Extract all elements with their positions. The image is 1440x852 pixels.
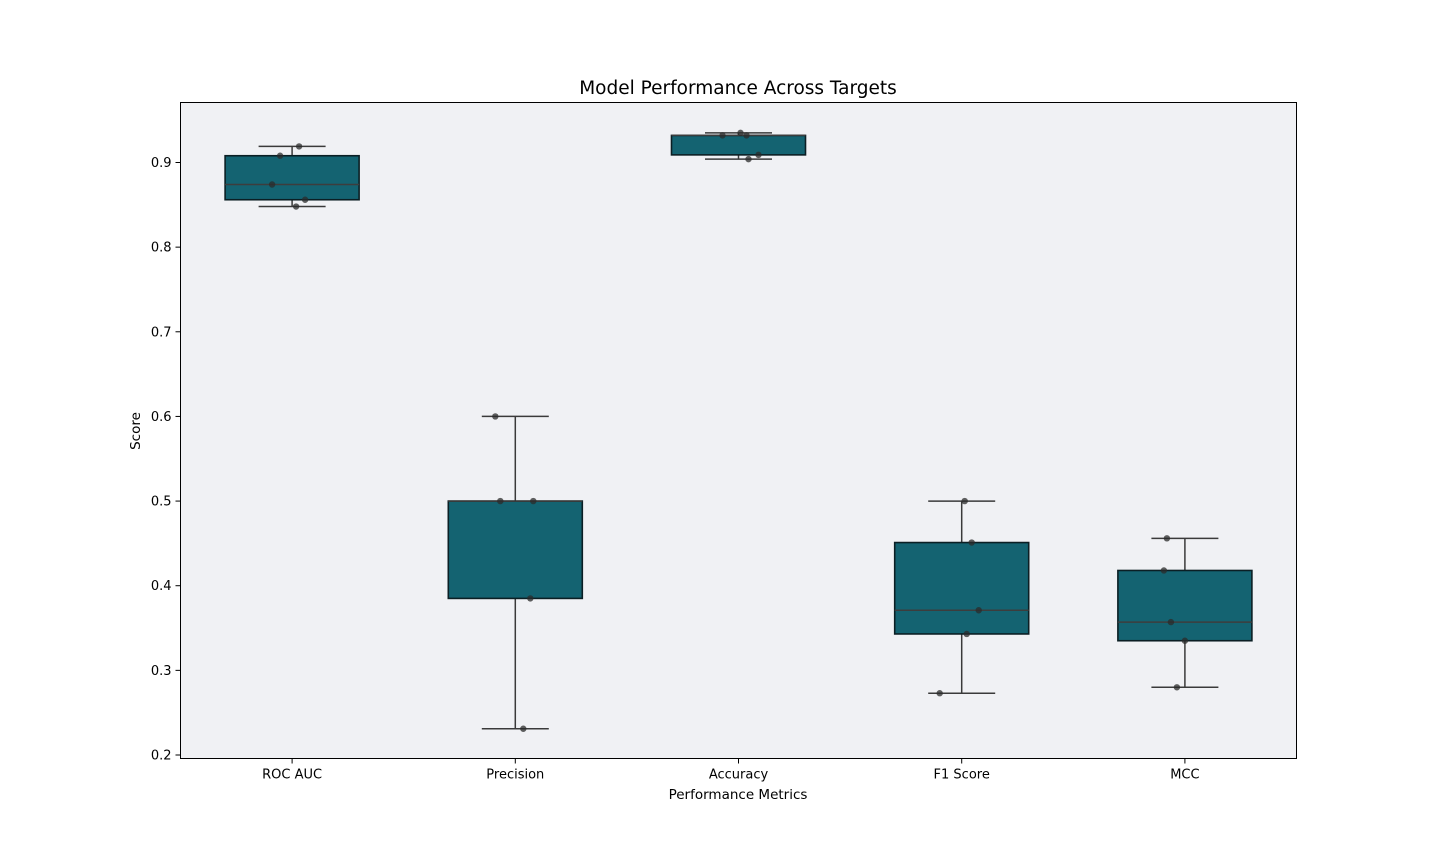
- data-point: [295, 143, 303, 150]
- data-point: [719, 132, 726, 139]
- data-point: [737, 129, 744, 137]
- y-tick-label: 0.3: [151, 664, 172, 679]
- y-tick-label: 0.9: [151, 156, 172, 171]
- x-tick-label: F1 Score: [934, 768, 990, 783]
- box-iqr: [447, 500, 584, 600]
- x-tick-label: Accuracy: [709, 768, 769, 783]
- data-point: [492, 413, 499, 420]
- data-point: [520, 725, 527, 732]
- y-tick-label: 0.5: [151, 495, 172, 510]
- data-point: [276, 152, 284, 159]
- data-point: [497, 497, 504, 505]
- data-point: [527, 595, 534, 602]
- box-accuracy: [670, 132, 807, 160]
- y-axis: 0.2 0.3 0.4 0.5 0.6 0.7 0.8 0.9: [151, 156, 181, 764]
- data-point: [963, 630, 970, 638]
- data-point: [743, 132, 750, 139]
- box-roc-auc: [224, 145, 360, 208]
- data-point: [968, 539, 975, 546]
- data-point: [268, 181, 276, 188]
- box-iqr: [224, 154, 360, 201]
- data-point: [1173, 684, 1181, 691]
- data-point: [755, 151, 762, 159]
- points-layer: [268, 129, 1189, 732]
- x-tick-label: ROC AUC: [262, 768, 322, 783]
- data-point: [301, 196, 309, 203]
- x-tick-label: Precision: [486, 768, 544, 783]
- box-iqr: [1117, 569, 1253, 642]
- y-tick-label: 0.4: [151, 579, 172, 594]
- data-point: [745, 155, 752, 163]
- y-tick-label: 0.2: [151, 749, 172, 764]
- plot-area: [180, 102, 1297, 759]
- chart-title: Model Performance Across Targets: [579, 78, 897, 99]
- box-iqr: [670, 134, 807, 156]
- y-axis-label: Score: [128, 412, 144, 450]
- y-tick-label: 0.6: [151, 410, 172, 425]
- data-point: [1181, 637, 1189, 644]
- x-tick-label: MCC: [1170, 768, 1199, 783]
- data-point: [975, 607, 982, 614]
- data-point: [1160, 567, 1168, 574]
- y-tick-label: 0.7: [151, 325, 172, 340]
- box-mcc: [1117, 537, 1253, 689]
- x-axis: ROC AUC Precision Accuracy F1 Score MCC: [262, 758, 1200, 783]
- x-axis-label: Performance Metrics: [669, 787, 808, 803]
- data-point: [1163, 535, 1171, 542]
- data-point: [530, 497, 537, 505]
- data-point: [292, 203, 300, 210]
- data-point: [1167, 618, 1175, 626]
- box-iqr: [893, 541, 1030, 635]
- data-point: [936, 690, 943, 697]
- y-tick-label: 0.8: [151, 241, 172, 256]
- data-point: [961, 497, 968, 505]
